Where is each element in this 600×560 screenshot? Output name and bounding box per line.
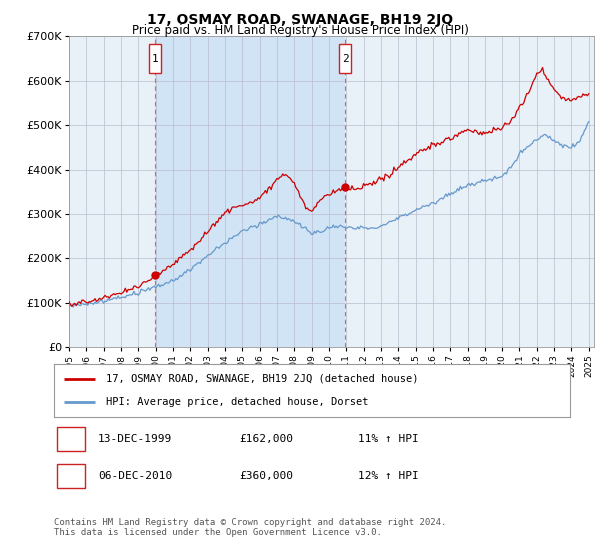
Text: £162,000: £162,000 <box>240 434 294 444</box>
Text: 1: 1 <box>67 434 74 444</box>
Text: 11% ↑ HPI: 11% ↑ HPI <box>358 434 419 444</box>
FancyBboxPatch shape <box>149 44 161 73</box>
Text: 17, OSMAY ROAD, SWANAGE, BH19 2JQ (detached house): 17, OSMAY ROAD, SWANAGE, BH19 2JQ (detac… <box>106 374 418 384</box>
Text: 06-DEC-2010: 06-DEC-2010 <box>98 472 172 481</box>
Bar <box>155 36 345 347</box>
Text: Contains HM Land Registry data © Crown copyright and database right 2024.
This d: Contains HM Land Registry data © Crown c… <box>54 518 446 538</box>
Text: Price paid vs. HM Land Registry's House Price Index (HPI): Price paid vs. HM Land Registry's House … <box>131 24 469 37</box>
Text: HPI: Average price, detached house, Dorset: HPI: Average price, detached house, Dors… <box>106 397 368 407</box>
Text: 2: 2 <box>341 54 349 64</box>
Text: 12% ↑ HPI: 12% ↑ HPI <box>358 472 419 481</box>
Text: 17, OSMAY ROAD, SWANAGE, BH19 2JQ: 17, OSMAY ROAD, SWANAGE, BH19 2JQ <box>147 13 453 27</box>
Text: 13-DEC-1999: 13-DEC-1999 <box>98 434 172 444</box>
Text: 1: 1 <box>151 54 158 64</box>
Text: £360,000: £360,000 <box>240 472 294 481</box>
FancyBboxPatch shape <box>56 464 85 488</box>
FancyBboxPatch shape <box>56 427 85 451</box>
FancyBboxPatch shape <box>339 44 351 73</box>
Text: 2: 2 <box>67 472 74 481</box>
